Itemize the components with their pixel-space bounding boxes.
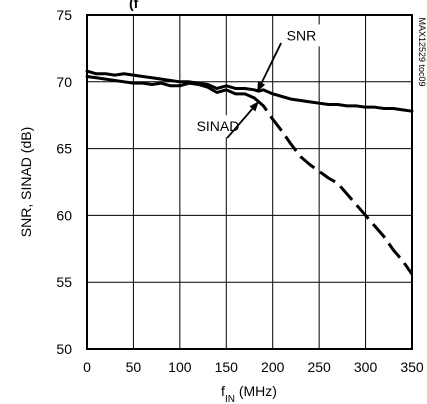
y-tick-label-65: 65 [56, 141, 72, 157]
x-axis-title-base: f [221, 383, 225, 399]
x-tick-label-100: 100 [168, 359, 192, 375]
grid-layer [87, 15, 412, 349]
x-tick-label-300: 300 [354, 359, 378, 375]
snr-annotation-arrow [257, 42, 282, 92]
x-tick-label-250: 250 [307, 359, 331, 375]
sinad-label: SINAD [197, 118, 240, 134]
plot-frame [86, 14, 413, 350]
y-tick-label-60: 60 [56, 207, 72, 223]
x-tick-label-350: 350 [400, 359, 424, 375]
sinad-series-line-solid [85, 74, 256, 100]
annotation-layer: SNR SINAD [192, 24, 325, 139]
tick-layer: 0 50 100 150 200 250 300 350 50 55 60 65 70 75 [56, 7, 423, 375]
x-tick-label-50: 50 [126, 359, 142, 375]
x-tick-label-0: 0 [83, 359, 91, 375]
x-axis-title-unit: (MHz) [235, 383, 277, 399]
x-axis-title-subscript: IN [225, 394, 235, 404]
y-tick-label-55: 55 [56, 274, 72, 290]
x-tick-label-200: 200 [261, 359, 285, 375]
x-axis-title: fIN (MHz) [221, 383, 277, 404]
header-fragment: (f [129, 0, 139, 11]
y-tick-label-75: 75 [56, 7, 72, 23]
sinad-label-background [192, 115, 251, 138]
snr-label-background [282, 24, 325, 47]
y-tick-label-70: 70 [56, 74, 72, 90]
figure-code: MAX12529 toc09 [417, 17, 427, 86]
series-layer [85, 69, 414, 276]
y-axis-title: SNR, SINAD (dB) [18, 127, 34, 237]
y-tick-label-50: 50 [56, 341, 72, 357]
sinad-series-line-dashed [253, 96, 414, 276]
snr-label: SNR [287, 27, 317, 43]
x-tick-label-150: 150 [215, 359, 239, 375]
sinad-annotation-arrow [226, 101, 259, 139]
snr-series-line [85, 69, 414, 113]
